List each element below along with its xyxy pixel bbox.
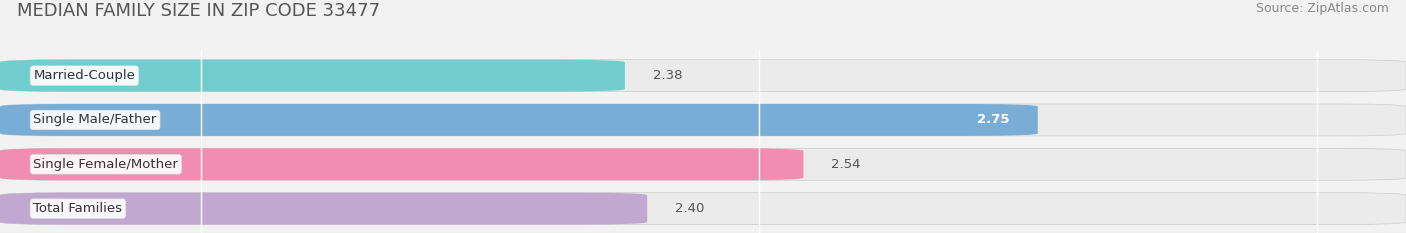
Text: MEDIAN FAMILY SIZE IN ZIP CODE 33477: MEDIAN FAMILY SIZE IN ZIP CODE 33477 — [17, 2, 380, 20]
Text: Married-Couple: Married-Couple — [34, 69, 135, 82]
FancyBboxPatch shape — [0, 60, 1406, 92]
Text: Total Families: Total Families — [34, 202, 122, 215]
Text: 2.38: 2.38 — [652, 69, 682, 82]
FancyBboxPatch shape — [0, 148, 803, 180]
FancyBboxPatch shape — [0, 60, 624, 92]
FancyBboxPatch shape — [0, 148, 1406, 180]
Text: 2.40: 2.40 — [675, 202, 704, 215]
Text: Single Female/Mother: Single Female/Mother — [34, 158, 179, 171]
Text: 2.54: 2.54 — [831, 158, 860, 171]
Text: Source: ZipAtlas.com: Source: ZipAtlas.com — [1256, 2, 1389, 15]
FancyBboxPatch shape — [0, 193, 1406, 225]
FancyBboxPatch shape — [0, 193, 647, 225]
FancyBboxPatch shape — [0, 104, 1038, 136]
FancyBboxPatch shape — [0, 104, 1406, 136]
Text: 2.75: 2.75 — [977, 113, 1010, 127]
Text: Single Male/Father: Single Male/Father — [34, 113, 156, 127]
